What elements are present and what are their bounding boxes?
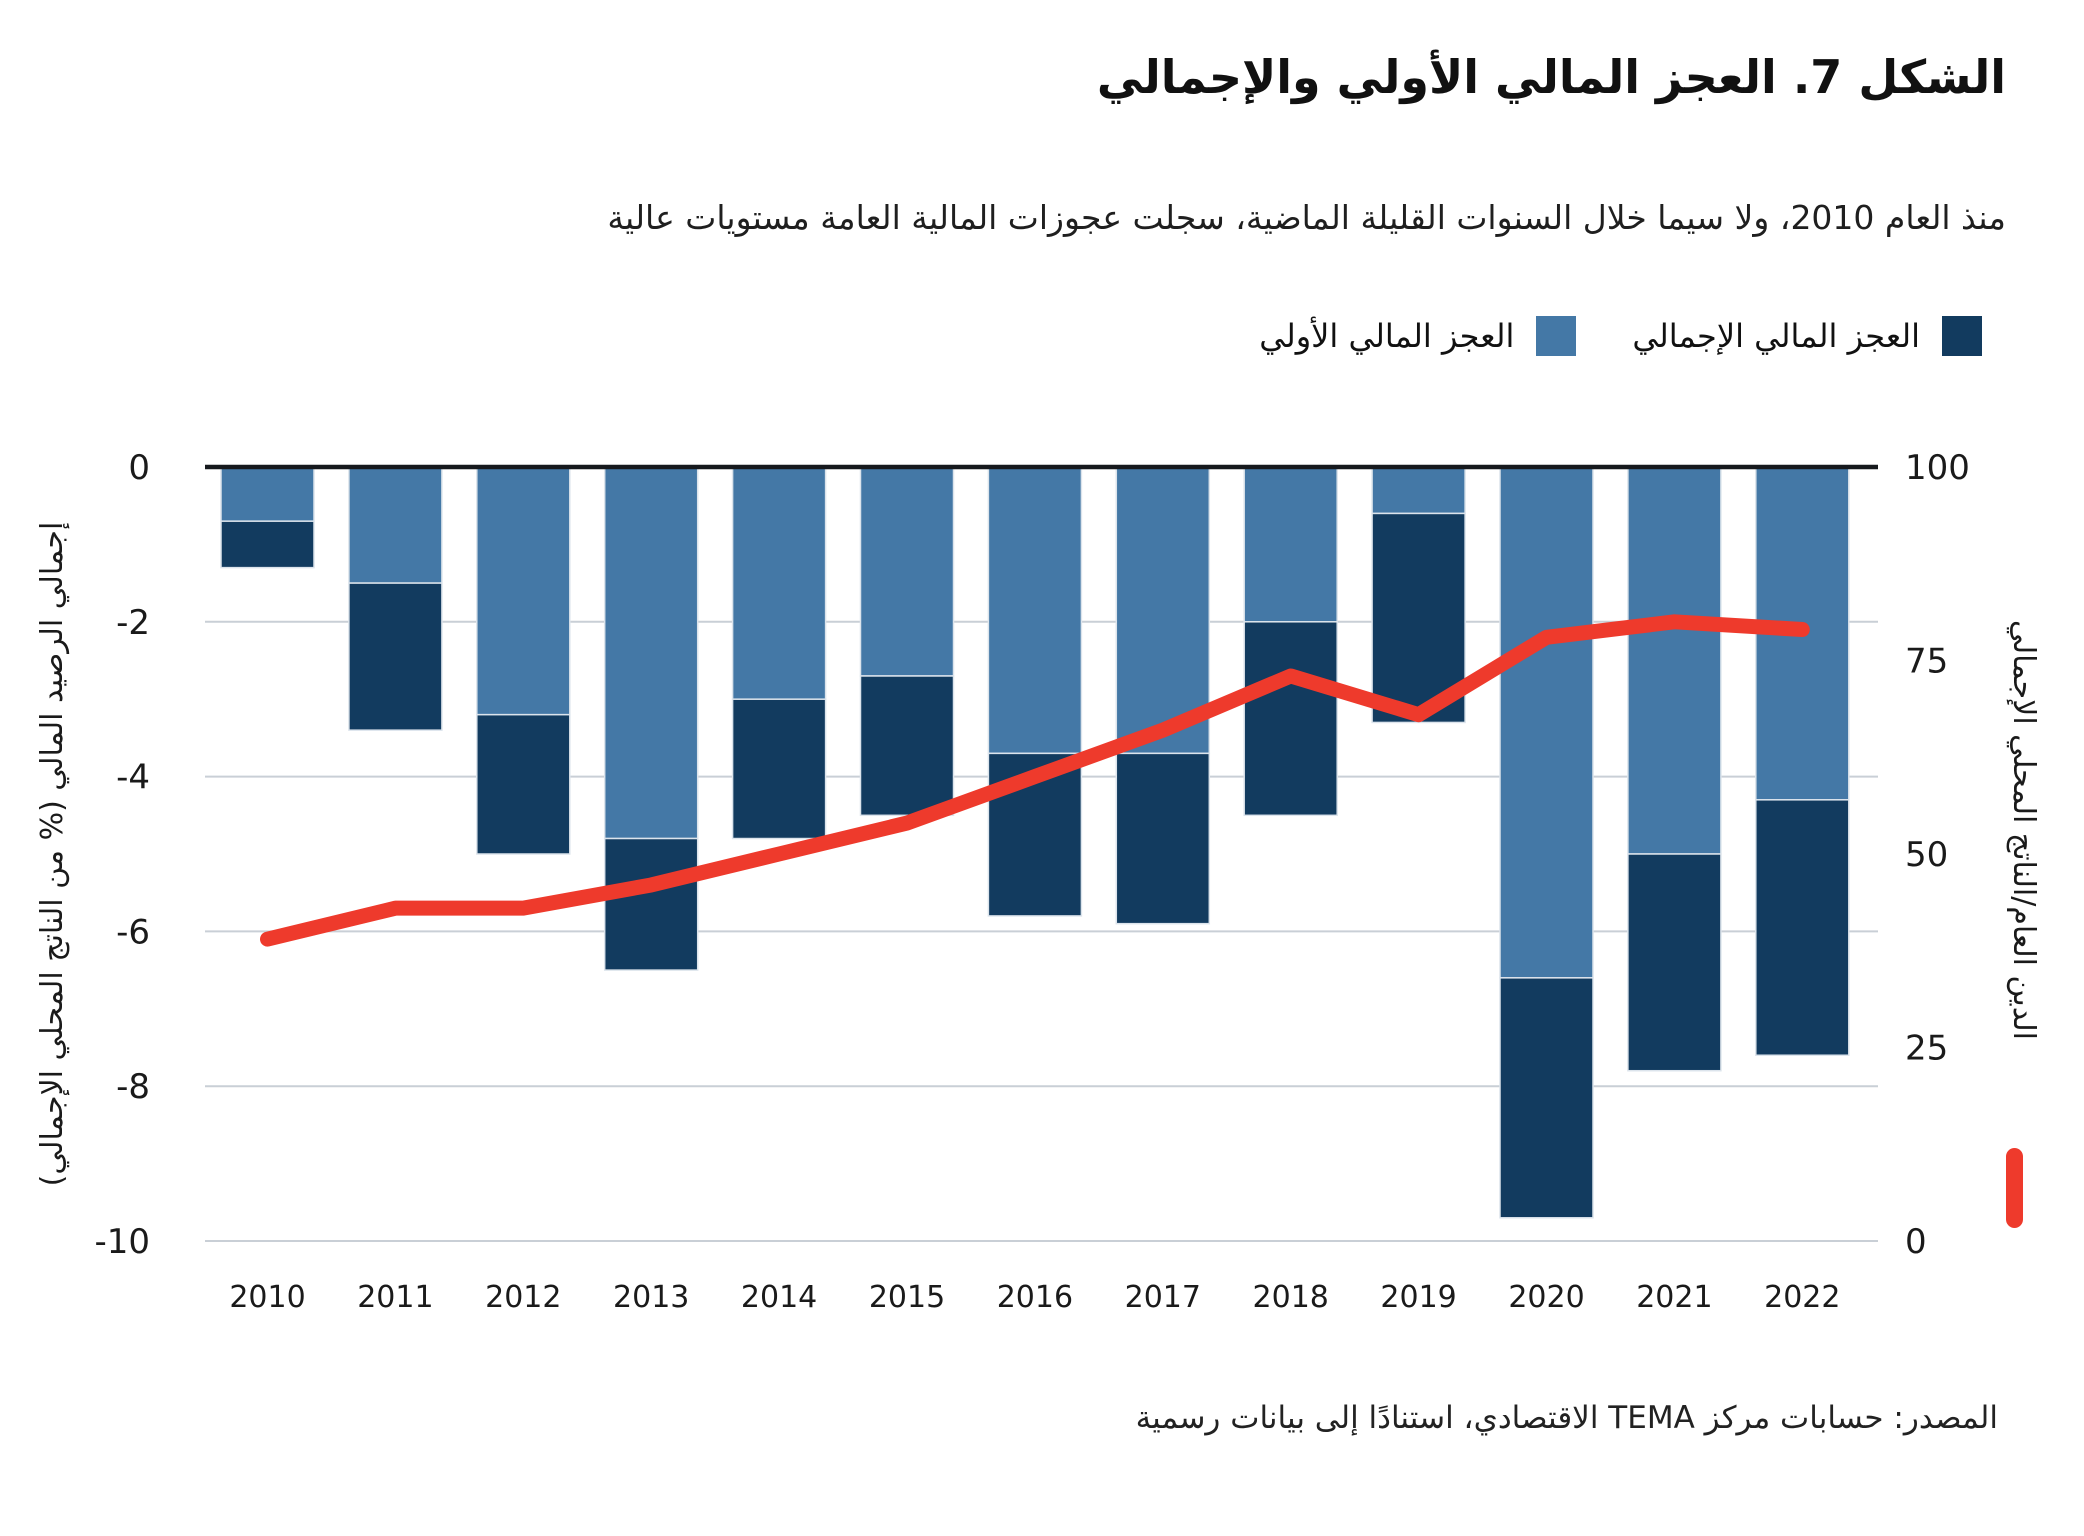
- year-label: 2020: [1508, 1280, 1584, 1315]
- chart-canvas: 0 -2 -4 -6 -8 -10 100 75 50 25 0 2010 2011 2012 2013 20…: [35, 448, 2041, 1315]
- bar-overall-2017: [1115, 752, 1211, 925]
- bar-primary-2018: [1243, 466, 1338, 623]
- figure-subtitle: منذ العام 2010، ولا سيما خلال السنوات ال…: [607, 198, 2006, 237]
- bar-primary-2019: [1371, 466, 1466, 515]
- figure-title: الشكل 7. العجز المالي الأولي والإجمالي: [1096, 50, 2006, 104]
- chart-legend: العجز المالي الإجمالي العجز المالي الأول…: [1259, 316, 1982, 356]
- year-label: 2013: [613, 1280, 689, 1315]
- bar-overall-2021: [1627, 853, 1722, 1072]
- right-axis-title: الدين العام/الناتج المحلي الإجمالي: [2006, 620, 2041, 1040]
- debt-line-legend-marker-icon: [2006, 1148, 2023, 1228]
- left-axis-title: إجمالي الرصيد المالي (% من الناتج المحلي…: [35, 522, 70, 1187]
- year-label: 2011: [357, 1280, 433, 1315]
- legend-item-primary: العجز المالي الأولي: [1259, 316, 1577, 356]
- year-label: 2017: [1125, 1280, 1201, 1315]
- bar-overall-2010: [220, 520, 315, 569]
- year-label: 2010: [229, 1280, 305, 1315]
- bar-overall-2015: [859, 675, 955, 817]
- right-tick-label: 0: [1905, 1222, 1927, 1262]
- year-label: 2018: [1253, 1280, 1329, 1315]
- left-tick-label: 0: [128, 448, 150, 488]
- bar-primary-2010: [220, 466, 315, 522]
- year-label: 2014: [741, 1280, 817, 1315]
- legend-label-primary: العجز المالي الأولي: [1259, 317, 1515, 355]
- bar-overall-2022: [1755, 799, 1850, 1056]
- left-tick-label: -10: [94, 1222, 150, 1262]
- bar-primary-2020: [1499, 466, 1594, 979]
- debt-line: [260, 614, 1810, 947]
- right-tick-label: 100: [1905, 448, 1970, 488]
- bar-primary-2021: [1627, 466, 1722, 855]
- right-tick-label: 50: [1905, 835, 1948, 875]
- year-label: 2022: [1764, 1280, 1840, 1315]
- year-label: 2019: [1380, 1280, 1456, 1315]
- overall-deficit-swatch-icon: [1942, 316, 1982, 356]
- figure-source: المصدر: حسابات مركز TEMA الاقتصادي، استن…: [1135, 1400, 1998, 1436]
- year-label: 2015: [869, 1280, 945, 1315]
- legend-item-overall: العجز المالي الإجمالي: [1632, 316, 1982, 356]
- left-tick-label: -8: [116, 1067, 150, 1107]
- left-tick-label: -2: [116, 603, 150, 643]
- year-label: 2016: [997, 1280, 1073, 1315]
- bar-primary-2015: [859, 466, 955, 677]
- bar-overall-2014: [731, 698, 827, 840]
- year-label: 2012: [485, 1280, 561, 1315]
- bar-overall-2011: [348, 582, 443, 731]
- bar-overall-2020: [1499, 977, 1594, 1219]
- left-tick-label: -4: [116, 758, 150, 798]
- bar-overall-2013: [603, 837, 699, 971]
- bar-primary-2014: [731, 466, 827, 700]
- bar-primary-2013: [603, 466, 699, 840]
- bar-primary-2011: [348, 466, 443, 584]
- bar-overall-2012: [476, 713, 571, 855]
- bar-primary-2012: [476, 466, 571, 716]
- legend-label-overall: العجز المالي الإجمالي: [1632, 317, 1920, 355]
- left-tick-label: -6: [116, 912, 150, 952]
- bar-overall-2018: [1243, 621, 1338, 817]
- bar-primary-2016: [987, 466, 1083, 755]
- year-label: 2021: [1636, 1280, 1712, 1315]
- right-tick-label: 25: [1905, 1029, 1948, 1069]
- right-tick-label: 75: [1905, 642, 1948, 682]
- primary-deficit-swatch-icon: [1536, 316, 1577, 356]
